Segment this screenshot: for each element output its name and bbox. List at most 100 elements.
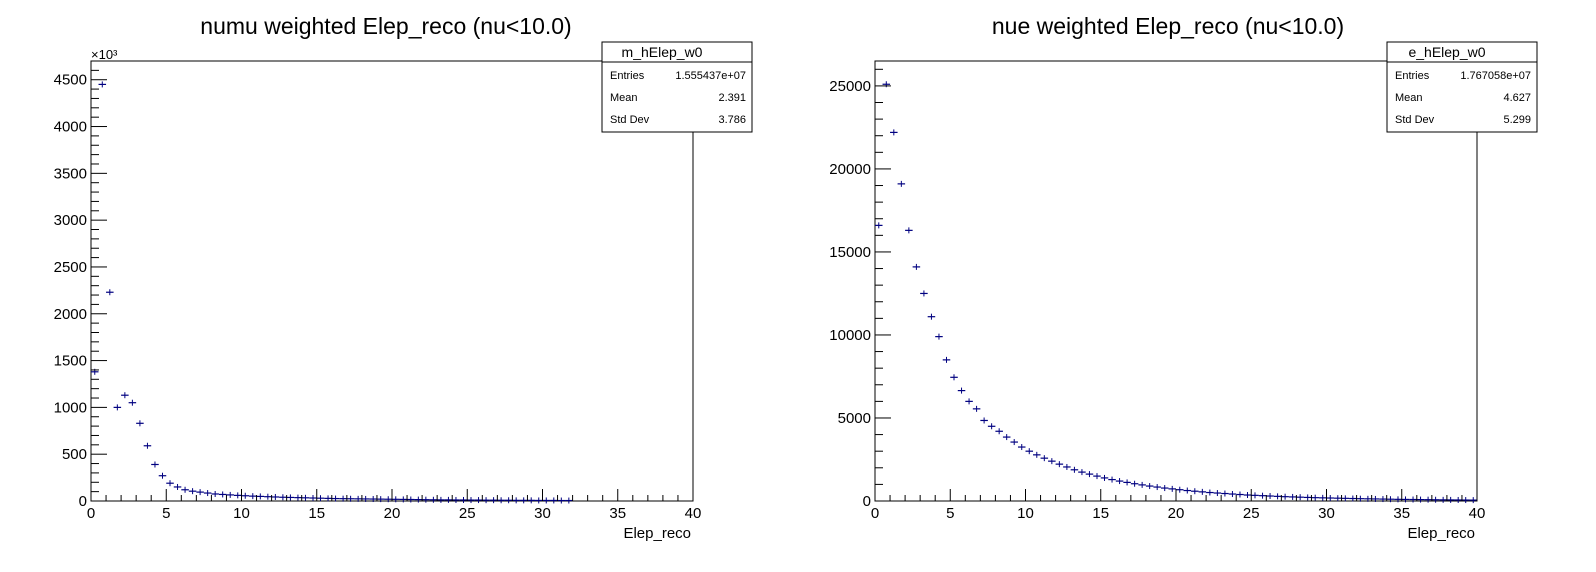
y-tick-label: 3000 xyxy=(54,212,87,229)
histogram-bin xyxy=(151,461,159,468)
histogram-bin xyxy=(557,497,566,504)
histogram-bin xyxy=(121,392,129,399)
histogram-bin xyxy=(980,417,988,424)
stats-mean-value: 2.391 xyxy=(718,92,746,104)
histogram-bin xyxy=(512,497,520,504)
stats-entries-label: Entries xyxy=(1395,70,1430,82)
histogram-bin xyxy=(354,495,362,502)
histogram-bin xyxy=(226,491,234,498)
histogram-bin xyxy=(392,496,400,503)
x-tick-label: 10 xyxy=(1017,505,1034,522)
histogram-bin xyxy=(950,374,958,381)
x-tick-label: 40 xyxy=(1469,505,1486,522)
y-tick-label: 500 xyxy=(62,446,87,463)
histogram-bin xyxy=(196,489,204,496)
histogram-bin xyxy=(249,493,257,500)
stats-stddev-label: Std Dev xyxy=(1395,114,1435,126)
y-tick-label: 4000 xyxy=(54,119,87,136)
histogram-bin xyxy=(1221,490,1229,497)
histogram-bin xyxy=(339,495,347,502)
histogram-bin xyxy=(467,497,475,504)
y-tick-label: 3500 xyxy=(54,165,87,182)
histogram-bin xyxy=(1153,484,1161,491)
axis-ticks: 0 5 10 15 20 25 30 35 40 0 5000 10000 15000 20000 2500… xyxy=(829,68,1486,522)
histogram-bin xyxy=(1070,466,1079,473)
histogram-bin xyxy=(1431,496,1440,503)
histogram-bin xyxy=(271,493,280,500)
histogram-bin xyxy=(181,486,189,493)
y-tick-label: 2000 xyxy=(54,306,87,323)
histogram-bin xyxy=(1258,492,1267,499)
histogram-bin xyxy=(875,222,883,229)
histogram-bin xyxy=(927,313,936,320)
histogram-bin xyxy=(474,497,483,504)
histogram-bin xyxy=(1281,493,1289,500)
y-exponent-label: ×10³ xyxy=(91,47,118,62)
histogram-bin xyxy=(1176,486,1184,493)
histogram-bin xyxy=(1228,491,1237,498)
histogram-bin xyxy=(279,494,287,501)
y-tick-label: 0 xyxy=(863,493,871,510)
axis-ticks: 0 5 10 15 20 25 30 35 40 0 500 1000 1500 2000 2500 3000… xyxy=(54,60,701,522)
x-tick-label: 5 xyxy=(946,505,954,522)
histogram-bin xyxy=(1206,489,1214,496)
histogram-bin xyxy=(987,423,996,430)
histogram-bin xyxy=(316,495,325,502)
histogram-bin xyxy=(301,494,310,501)
histogram-bin xyxy=(98,81,107,88)
histogram-bin xyxy=(429,496,438,503)
histogram-bin xyxy=(203,490,212,497)
histogram-bin xyxy=(1191,488,1199,495)
x-axis-label: Elep_reco xyxy=(1407,525,1475,542)
histogram-bin xyxy=(1446,496,1455,503)
y-tick-label: 15000 xyxy=(829,244,871,261)
nue-histogram-panel: nue weighted Elep_reco (nu<10.0) Elep_re… xyxy=(829,13,1538,542)
stats-mean-value: 4.627 xyxy=(1503,92,1531,104)
x-tick-label: 35 xyxy=(609,505,626,522)
histogram-bin xyxy=(294,494,302,501)
histogram-bin xyxy=(407,496,415,503)
histogram-bin xyxy=(1123,479,1131,486)
histogram-bin xyxy=(1063,463,1071,470)
histogram-bin xyxy=(1379,496,1387,503)
stats-stddev-label: Std Dev xyxy=(610,114,650,126)
histogram-bin xyxy=(376,496,385,503)
histogram-bin xyxy=(1454,496,1462,503)
histogram-bin xyxy=(241,492,250,499)
histogram-bin xyxy=(1243,492,1252,499)
histogram-bin xyxy=(1115,478,1124,485)
histogram-bin xyxy=(1416,496,1425,503)
histogram-bin xyxy=(459,496,468,503)
histogram-bin xyxy=(890,129,898,136)
histogram-bin xyxy=(1311,494,1319,501)
histogram-bin xyxy=(1401,496,1410,503)
y-tick-label: 0 xyxy=(79,493,87,510)
histogram-bin xyxy=(136,420,144,427)
histogram-bin xyxy=(361,495,370,502)
histogram-bin xyxy=(1296,494,1304,501)
chart-title: nue weighted Elep_reco (nu<10.0) xyxy=(992,13,1344,39)
histogram-bin xyxy=(211,490,219,497)
histogram-bin xyxy=(1386,496,1395,503)
y-tick-label: 1000 xyxy=(54,399,87,416)
x-tick-label: 20 xyxy=(1168,505,1185,522)
histogram-bin xyxy=(504,497,513,504)
x-axis-label: Elep_reco xyxy=(623,525,691,542)
y-tick-label: 25000 xyxy=(829,78,871,95)
histogram-bin xyxy=(1130,480,1139,487)
histogram-bin xyxy=(1356,495,1365,502)
stats-box-title: e_hElep_w0 xyxy=(1408,44,1485,60)
histogram-bin xyxy=(1160,485,1169,492)
histogram-bin xyxy=(264,493,272,500)
histogram-bin xyxy=(1334,495,1342,502)
histogram-bin xyxy=(1266,493,1274,500)
histogram-bin xyxy=(1439,496,1447,503)
stats-stddev-value: 3.786 xyxy=(718,114,746,126)
histogram-bin xyxy=(527,497,535,504)
stats-entries-label: Entries xyxy=(610,70,645,82)
chart-title: numu weighted Elep_reco (nu<10.0) xyxy=(200,13,571,39)
histogram-bin xyxy=(1469,497,1477,504)
histogram-bin xyxy=(106,289,114,296)
histogram-bin xyxy=(1168,485,1176,492)
